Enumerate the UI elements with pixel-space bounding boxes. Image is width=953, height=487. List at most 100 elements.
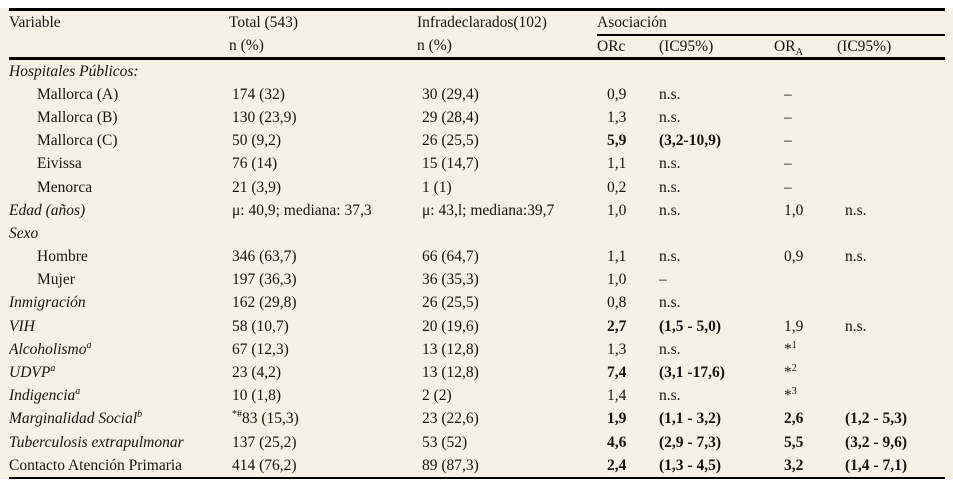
total-cell: 76 (14) (232, 155, 278, 173)
table-row: Alcoholismoa 67 (12,3) 13 (12,8) 1,3 n.s. *1 (9, 338, 945, 361)
variable-cell: Marginalidad Socialb (9, 409, 143, 428)
orc-cell: 0,2 (607, 178, 627, 196)
ic95-crudo-cell: n.s. (659, 248, 681, 266)
ic95-crudo-cell: n.s. (659, 387, 681, 405)
infra-cell: 1 (1) (422, 178, 452, 196)
table-row: UDVPa 23 (4,2) 13 (12,8) 7,4 (3,1 -17,6) *2 (9, 361, 945, 384)
table-row: Mallorca (A) 174 (32) 30 (29,4) 0,9 n.s. – (9, 83, 945, 106)
ic95-crudo-cell: n.s. (659, 201, 681, 219)
ora-cell: – (784, 108, 792, 126)
col-orc: ORc (597, 35, 659, 60)
ora-label: OR (774, 37, 796, 55)
variable-cell: VIH (9, 317, 35, 335)
ora-cell (774, 269, 837, 292)
variable-cell: Mallorca (C) (37, 132, 118, 150)
orc-cell: 1,3 (607, 340, 627, 358)
total-cell: *#83 (15,3) (232, 409, 299, 428)
variable-cell: Eivissa (37, 155, 82, 173)
ora-cell: 5,5 (784, 433, 804, 451)
variable-cell: Tuberculosis extrapulmonar (9, 433, 184, 451)
orc-cell: 4,6 (607, 433, 627, 451)
orc-cell (597, 59, 659, 84)
col-variable-spacer (9, 35, 229, 60)
table-row: Mallorca (C) 50 (9,2) 26 (25,5) 5,9 (3,2-10,… (9, 130, 945, 153)
col-total-n-pct: n (%) (229, 35, 417, 60)
ic95-ajustado-cell (837, 59, 945, 84)
infra-cell: 13 (12,8) (422, 364, 479, 382)
ora-cell: – (784, 178, 792, 196)
table-row: Hospitales Públicos: (9, 59, 945, 84)
table-row: Tuberculosis extrapulmonar 137 (25,2) 53 (… (9, 431, 945, 454)
header-row-groups: Variable Total (543) Infradeclarados(102… (9, 9, 946, 36)
ic95-crudo-cell: (3,1 -17,6) (659, 364, 725, 382)
table-header: Variable Total (543) Infradeclarados(102… (9, 9, 946, 60)
total-cell (229, 222, 417, 245)
orc-cell: 0,9 (607, 85, 627, 103)
col-infradeclarados: Infradeclarados(102) (417, 14, 547, 31)
total-cell: 50 (9,2) (232, 132, 282, 150)
col-ora: ORA (774, 35, 837, 60)
variable-cell: Mallorca (A) (37, 85, 119, 103)
ic95-ajustado-cell: (1,4 - 7,1) (837, 454, 946, 480)
total-cell: 10 (1,8) (232, 387, 282, 405)
orc-cell: 1,3 (607, 108, 627, 126)
ic95-crudo-cell (659, 59, 774, 84)
ora-cell: 0,9 (784, 248, 804, 266)
table-row: Contacto Atención Primaria 414 (76,2) 89 (… (9, 454, 946, 480)
orc-cell: 1,1 (607, 248, 627, 266)
ora-cell: 2,6 (784, 410, 804, 428)
table-row: VIH 58 (10,7) 20 (19,6) 2,7 (1,5 - 5,0) 1,9 n.… (9, 315, 945, 338)
orc-cell: 1,0 (607, 201, 627, 219)
total-cell: 414 (76,2) (229, 454, 417, 480)
total-cell: 67 (12,3) (232, 340, 289, 358)
ic95-ajustado-cell: (3,2 - 9,6) (845, 433, 907, 451)
variable-cell: UDVPa (9, 362, 56, 382)
infra-cell: 15 (14,7) (422, 155, 479, 173)
ic95-crudo-cell: – (659, 271, 667, 289)
ic95-crudo-cell: n.s. (659, 155, 681, 173)
table-row: Eivissa 76 (14) 15 (14,7) 1,1 n.s. – (9, 153, 945, 176)
ic95-ajustado-cell (837, 222, 945, 245)
ic95-ajustado-cell (837, 176, 945, 199)
variable-cell: Hombre (37, 248, 88, 266)
header-row-subcolumns: n (%) n (%) ORc (IC95%) ORA (IC95%) (9, 35, 946, 60)
variable-cell: Inmigración (9, 294, 86, 312)
col-asociacion: Asociación (597, 9, 946, 36)
ora-cell (774, 59, 837, 84)
ic95-ajustado-cell: n.s. (845, 317, 867, 335)
ic95-ajustado-cell: n.s. (845, 248, 867, 266)
variable-cell: Mujer (37, 271, 75, 289)
orc-cell: 2,4 (597, 454, 659, 480)
ora-cell: *2 (784, 362, 797, 382)
infra-cell: 53 (52) (422, 433, 468, 451)
table-body: Hospitales Públicos: Mallorca (A) 174 (32)… (9, 59, 946, 480)
col-ic95-ajustado: (IC95%) (837, 35, 946, 60)
ic95-ajustado-cell (837, 153, 945, 176)
infra-cell: 30 (29,4) (422, 85, 479, 103)
ora-cell: *3 (784, 386, 797, 405)
table-row: Edad (años) μ: 40,9; mediana: 37,3 μ: 43,l… (9, 199, 945, 222)
variable-cell: Sexo (9, 224, 39, 242)
results-table: Variable Total (543) Infradeclarados(102… (9, 8, 946, 480)
col-ic95-crudo: (IC95%) (659, 35, 774, 60)
total-cell: 174 (32) (232, 85, 285, 103)
ic95-ajustado-cell (837, 83, 945, 106)
variable-cell: Hospitales Públicos: (9, 62, 139, 80)
ic95-crudo-cell: n.s. (659, 178, 681, 196)
variable-cell: Indigenciaa (9, 386, 81, 405)
ora-cell: 1,0 (784, 201, 804, 219)
infra-cell: 20 (19,6) (422, 317, 479, 335)
total-cell: μ: 40,9; mediana: 37,3 (232, 201, 372, 219)
orc-cell: 1,9 (607, 410, 627, 428)
ic95-ajustado-cell: n.s. (845, 201, 867, 219)
ic95-crudo-cell: (2,9 - 7,3) (659, 433, 721, 451)
table-row: Marginalidad Socialb *#83 (15,3) 23 (22,6)… (9, 408, 945, 431)
table-row: Inmigración 162 (29,8) 26 (25,5) 0,8 n.s. (9, 292, 945, 315)
table-row: Hombre 346 (63,7) 66 (64,7) 1,1 n.s. 0,9 n.s. (9, 246, 945, 269)
variable-cell: Edad (años) (9, 201, 86, 219)
total-cell: 58 (10,7) (232, 317, 289, 335)
ic95-crudo-cell: (1,1 - 3,2) (659, 410, 721, 428)
ic95-ajustado-cell (837, 106, 945, 129)
ic95-crudo-cell: n.s. (659, 340, 681, 358)
total-cell: 23 (4,2) (232, 364, 282, 382)
